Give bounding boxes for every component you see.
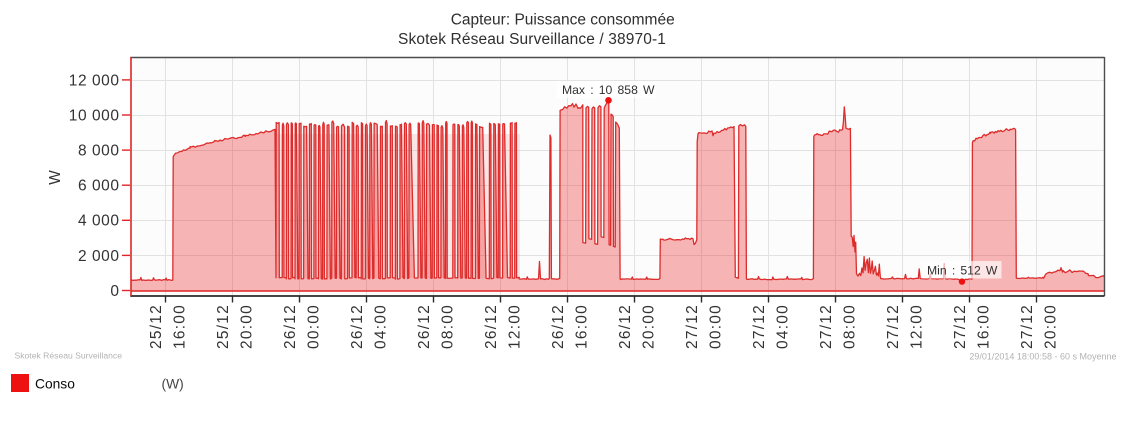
svg-text:Skotek Réseau Surveillance / 3: Skotek Réseau Surveillance / 38970-1 bbox=[398, 31, 666, 48]
svg-text:04:00: 04:00 bbox=[373, 304, 390, 349]
svg-text:8 000: 8 000 bbox=[78, 143, 120, 160]
svg-text:Capteur: Puissance consommée: Capteur: Puissance consommée bbox=[451, 12, 675, 29]
svg-text:00:00: 00:00 bbox=[708, 304, 725, 349]
svg-text:12:00: 12:00 bbox=[909, 304, 926, 349]
svg-text:25/12: 25/12 bbox=[215, 304, 232, 349]
svg-text:04:00: 04:00 bbox=[775, 304, 792, 349]
svg-text:4 000: 4 000 bbox=[78, 213, 120, 230]
svg-text:2 000: 2 000 bbox=[78, 248, 120, 265]
svg-text:20:00: 20:00 bbox=[641, 304, 658, 349]
svg-text:W: W bbox=[47, 170, 64, 185]
svg-text:0: 0 bbox=[110, 283, 119, 300]
svg-text:27/12: 27/12 bbox=[684, 304, 701, 349]
svg-text:27/12: 27/12 bbox=[751, 304, 768, 349]
svg-text:20:00: 20:00 bbox=[1043, 304, 1060, 349]
svg-text:12 000: 12 000 bbox=[69, 72, 120, 89]
svg-text:12:00: 12:00 bbox=[507, 304, 524, 349]
svg-text:27/12: 27/12 bbox=[818, 304, 835, 349]
svg-text:16:00: 16:00 bbox=[976, 304, 993, 349]
svg-text:16:00: 16:00 bbox=[172, 304, 189, 349]
svg-text:26/12: 26/12 bbox=[416, 304, 433, 349]
svg-text:Max : 10 858 W: Max : 10 858 W bbox=[562, 83, 655, 97]
svg-text:20:00: 20:00 bbox=[239, 304, 256, 349]
svg-text:Skotek Réseau Surveillance: Skotek Réseau Surveillance bbox=[15, 351, 123, 361]
svg-text:08:00: 08:00 bbox=[842, 304, 859, 349]
svg-text:26/12: 26/12 bbox=[483, 304, 500, 349]
svg-text:26/12: 26/12 bbox=[349, 304, 366, 349]
svg-text:16:00: 16:00 bbox=[574, 304, 591, 349]
svg-text:26/12: 26/12 bbox=[617, 304, 634, 349]
svg-text:Min : 512 W: Min : 512 W bbox=[927, 263, 998, 277]
svg-text:25/12: 25/12 bbox=[148, 304, 165, 349]
svg-text:00:00: 00:00 bbox=[306, 304, 323, 349]
svg-text:27/12: 27/12 bbox=[952, 304, 969, 349]
svg-text:10 000: 10 000 bbox=[69, 107, 120, 124]
svg-text:26/12: 26/12 bbox=[550, 304, 567, 349]
svg-text:29/01/2014 18:00:58 - 60 s Moy: 29/01/2014 18:00:58 - 60 s Moyenne bbox=[969, 352, 1116, 362]
svg-text:27/12: 27/12 bbox=[885, 304, 902, 349]
svg-text:26/12: 26/12 bbox=[282, 304, 299, 349]
svg-text:08:00: 08:00 bbox=[440, 304, 457, 349]
svg-text:27/12: 27/12 bbox=[1019, 304, 1036, 349]
svg-text:6 000: 6 000 bbox=[78, 178, 120, 195]
svg-text:Conso: Conso bbox=[35, 376, 75, 391]
svg-text:(W): (W) bbox=[162, 377, 184, 392]
